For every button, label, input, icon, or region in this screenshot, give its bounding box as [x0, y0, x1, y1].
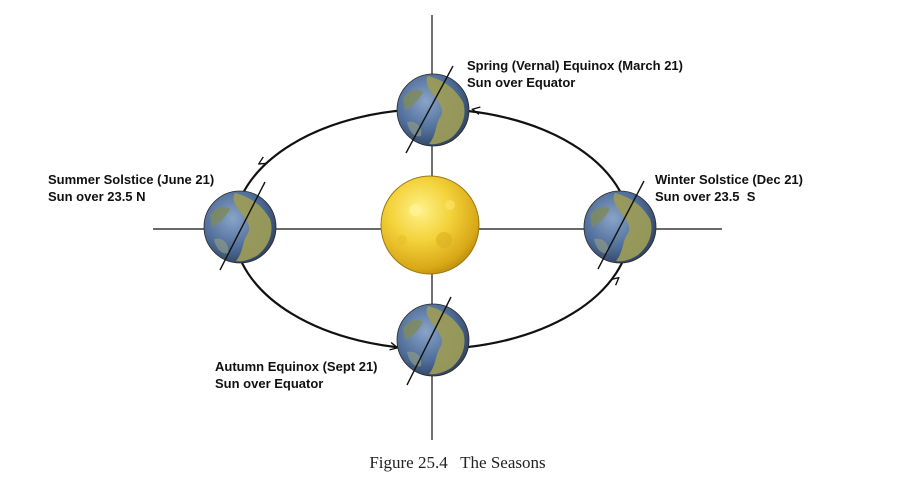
earth-globe-icon-winter	[583, 180, 657, 270]
autumn-equinox-title: Autumn Equinox (Sept 21)	[215, 359, 378, 374]
earth-globe-icon-autumn	[396, 296, 470, 386]
autumn-equinox-subtitle: Sun over Equator	[215, 376, 324, 391]
winter-solstice-title: Winter Solstice (Dec 21)	[655, 172, 803, 187]
summer-solstice-label: Summer Solstice (June 21) Sun over 23.5 …	[48, 171, 214, 205]
sun-icon	[380, 175, 480, 275]
earth-globe-icon-spring	[396, 65, 470, 154]
summer-solstice-subtitle: Sun over 23.5 N	[48, 189, 146, 204]
summer-solstice-title: Summer Solstice (June 21)	[48, 172, 215, 187]
winter-solstice-label: Winter Solstice (Dec 21) Sun over 23.5 S	[655, 171, 803, 205]
winter-solstice-subtitle: Sun over 23.5 S	[655, 189, 756, 204]
autumn-equinox-label: Autumn Equinox (Sept 21) Sun over Equato…	[215, 358, 378, 392]
figure-caption: Figure 25.4 The Seasons	[369, 453, 546, 472]
earth-globe-icon-summer	[203, 181, 277, 271]
spring-equinox-title: Spring (Vernal) Equinox (March 21)	[467, 58, 683, 73]
spring-equinox-label: Spring (Vernal) Equinox (March 21) Sun o…	[467, 57, 683, 91]
spring-equinox-subtitle: Sun over Equator	[467, 75, 576, 90]
